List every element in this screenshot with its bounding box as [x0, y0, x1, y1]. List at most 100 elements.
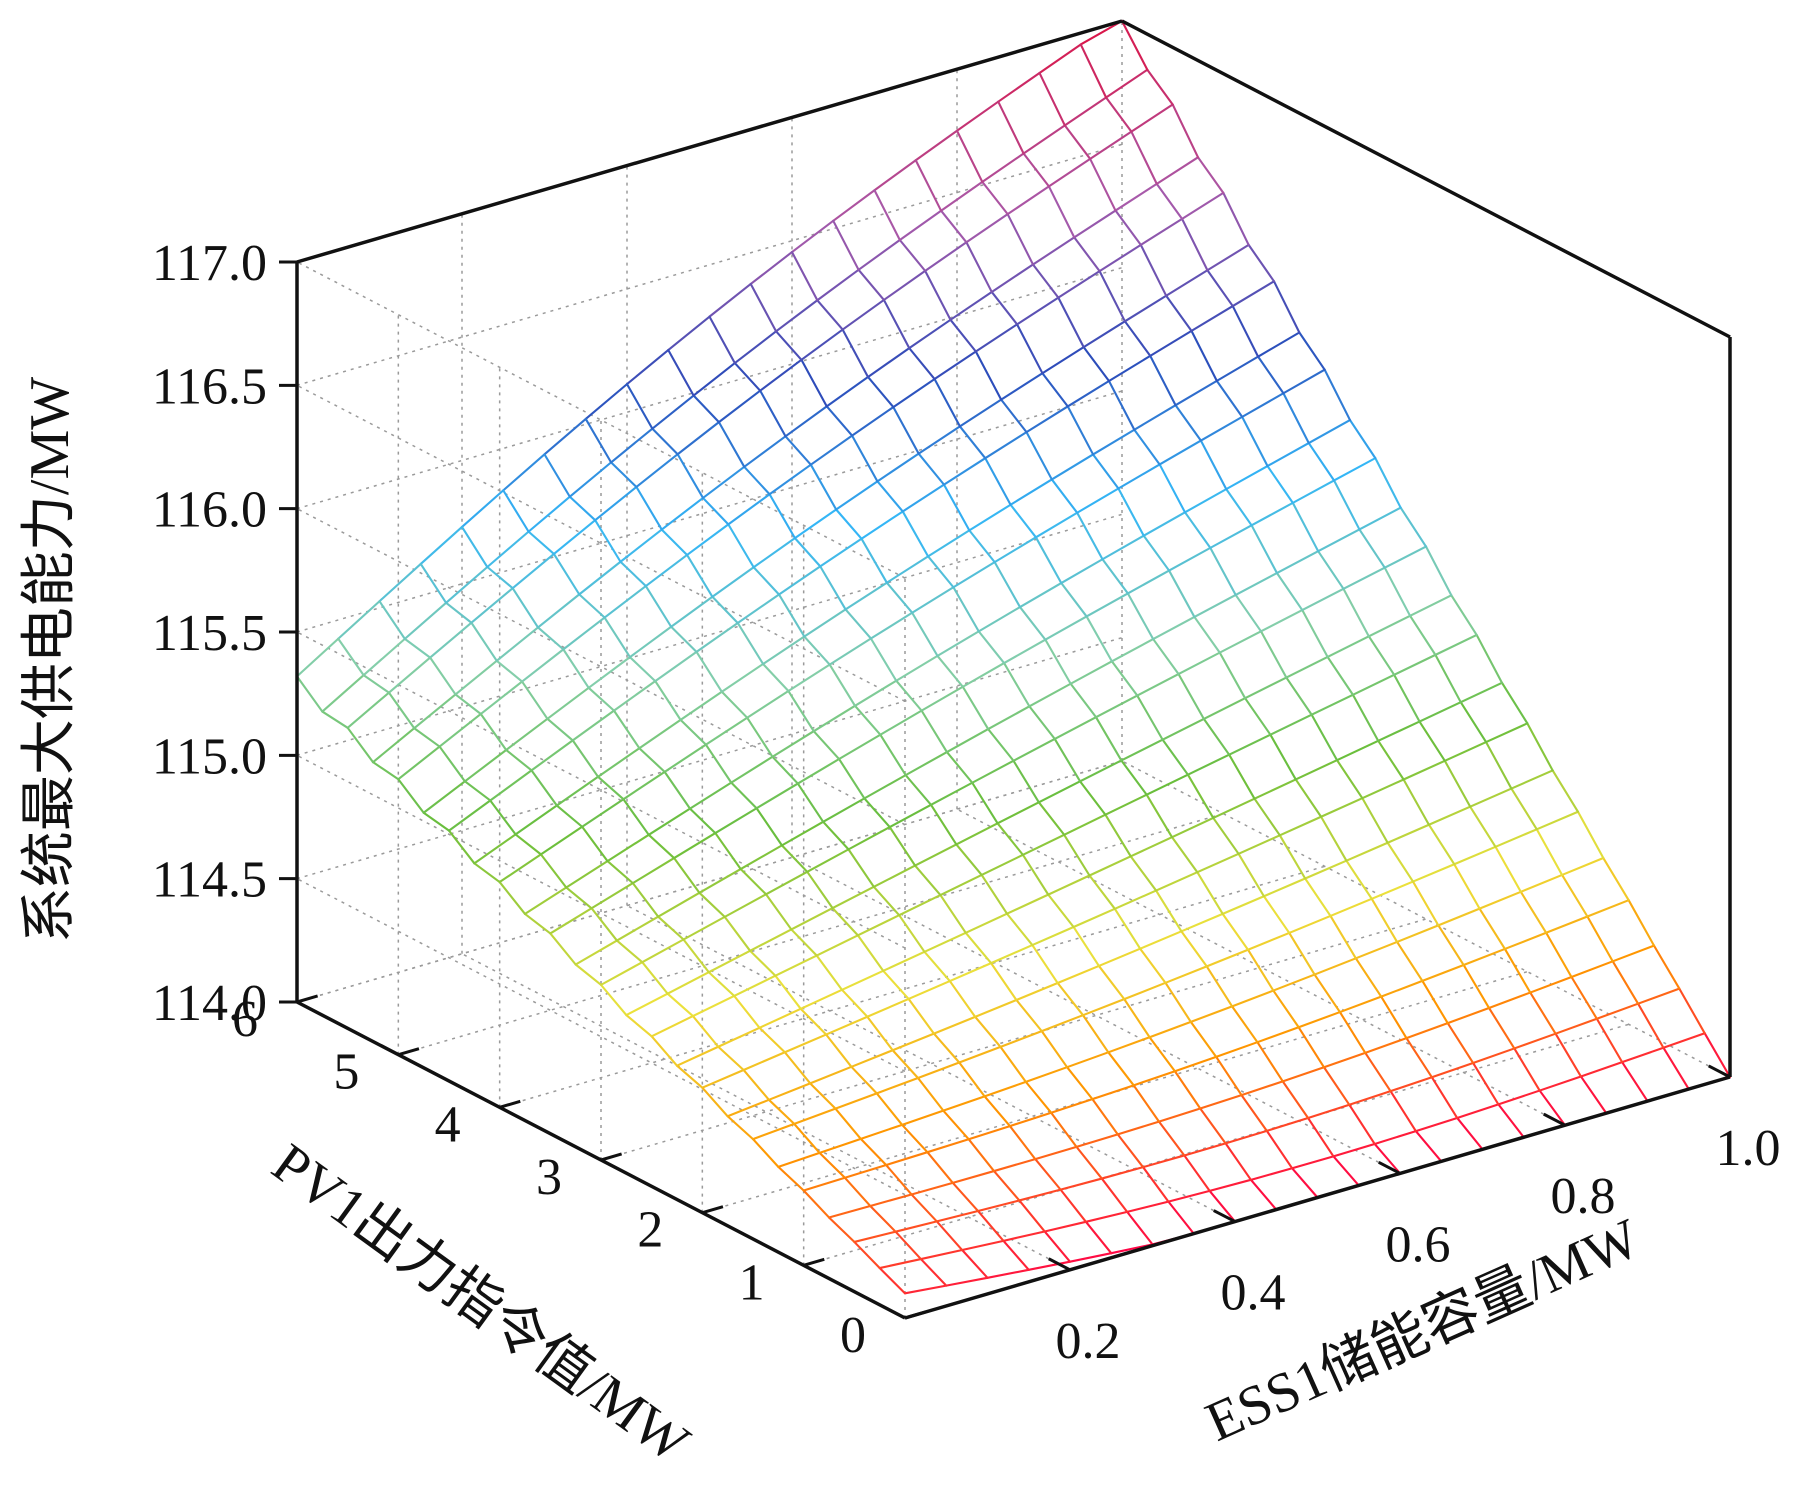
surface-mesh-segment: [1165, 294, 1193, 332]
surface-mesh-segment: [552, 519, 597, 556]
surface-mesh-segment: [1291, 1155, 1335, 1170]
surface-mesh-segment: [916, 1076, 945, 1112]
surface-mesh-segment: [875, 1076, 920, 1095]
surface-mesh-segment: [536, 626, 565, 651]
surface-mesh-segment: [1171, 103, 1200, 159]
surface-mesh-segment: [907, 979, 951, 1000]
surface-mesh-segment: [590, 907, 618, 942]
surface-mesh-segment: [924, 269, 952, 321]
surface-mesh-segment: [806, 848, 850, 873]
surface-mesh-segment: [1494, 845, 1522, 893]
surface-mesh-segment: [1301, 608, 1329, 658]
surface-mesh-segment: [708, 282, 752, 318]
surface-mesh-segment: [413, 727, 441, 748]
surface-mesh-segment: [1586, 915, 1614, 963]
surface-mesh-segment: [936, 630, 980, 657]
surface-mesh-segment: [752, 566, 781, 596]
surface-mesh-segment: [1282, 368, 1326, 395]
surface-mesh-segment: [594, 485, 638, 522]
surface-mesh-segment: [1358, 528, 1386, 569]
surface-mesh-segment: [1038, 43, 1082, 75]
surface-mesh-segment: [1469, 805, 1497, 848]
surface-mesh-segment: [1068, 1252, 1113, 1263]
surface-mesh-segment: [1047, 874, 1091, 896]
surface-mesh-segment: [1148, 1020, 1192, 1039]
surface-mesh-segment: [1262, 895, 1291, 934]
surface-mesh-segment: [955, 843, 983, 877]
surface-mesh-segment: [866, 1015, 894, 1052]
surface-mesh-segment: [1031, 263, 1060, 299]
surface-mesh-segment: [1168, 546, 1212, 572]
surface-mesh-segment: [682, 915, 726, 941]
surface-mesh-segment: [1088, 874, 1116, 910]
surface-mesh-segment: [1602, 856, 1630, 902]
surface-mesh-segment: [1094, 694, 1139, 719]
surface-mesh-segment: [1110, 638, 1155, 663]
surface-mesh-segment: [933, 378, 961, 428]
surface-mesh-segment: [1073, 209, 1117, 239]
surface-mesh-segment: [1427, 805, 1472, 826]
surface-mesh-segment: [1212, 797, 1256, 819]
surface-mesh-segment: [764, 870, 809, 896]
surface-mesh-segment: [1183, 511, 1212, 549]
surface-mesh-segment: [1266, 441, 1310, 468]
surface-mesh-segment: [295, 637, 340, 678]
surface-mesh-segment: [1380, 995, 1408, 1040]
surface-mesh-segment: [1157, 1107, 1202, 1123]
surface-mesh-segment: [1241, 415, 1269, 468]
surface-mesh-segment: [838, 757, 866, 800]
surface-mesh-segment: [514, 804, 558, 836]
surface-mesh-segment: [692, 362, 736, 397]
surface-mesh-segment: [1031, 944, 1059, 985]
surface-mesh-segment: [1485, 741, 1513, 790]
surface-mesh-segment: [1414, 1130, 1443, 1163]
surface-mesh-segment: [997, 71, 1041, 103]
surface-mesh-segment: [1272, 280, 1301, 334]
surface-mesh-segment: [1101, 558, 1129, 595]
surface-mesh-segment: [663, 770, 692, 810]
surface-mesh-segment: [675, 1064, 704, 1089]
surface-mesh-segment: [825, 405, 854, 437]
surface-mesh-segment: [733, 330, 778, 365]
surface-mesh-segment: [885, 555, 930, 584]
surface-mesh-segment: [1110, 1243, 1154, 1255]
surface-mesh-segment: [793, 537, 822, 568]
surface-mesh-segment: [818, 1137, 862, 1154]
surface-mesh-segment: [927, 555, 955, 589]
surface-mesh-segment: [1367, 635, 1396, 676]
surface-mesh-segment: [1246, 931, 1291, 951]
surface-mesh-segment: [945, 750, 974, 784]
surface-mesh-segment: [1126, 569, 1171, 595]
surface-mesh-segment: [1396, 940, 1424, 982]
z-axis-tick-label: 114.5: [152, 852, 267, 909]
surface-mesh-segment: [479, 712, 508, 752]
surface-mesh-segment: [784, 405, 828, 438]
surface-mesh-segment: [1003, 638, 1047, 665]
surface-mesh-segment: [1034, 511, 1079, 539]
surface-mesh-segment: [1157, 1120, 1186, 1157]
surface-mesh-segment: [1411, 880, 1440, 927]
surface-mesh-segment: [775, 299, 819, 333]
surface-mesh-segment: [1538, 1075, 1582, 1092]
surface-mesh-segment: [977, 630, 1006, 665]
surface-mesh-segment: [949, 290, 993, 321]
surface-mesh-segment: [337, 637, 365, 677]
surface-mesh-segment: [1006, 185, 1050, 216]
surface-mesh-segment: [1047, 157, 1092, 188]
grid-line: [1121, 760, 1731, 1078]
surface-mesh-segment: [1437, 907, 1481, 927]
surface-mesh-segment: [470, 621, 498, 662]
surface-mesh-segment: [657, 915, 685, 941]
surface-mesh-segment: [815, 954, 844, 991]
surface-mesh-segment: [660, 528, 689, 557]
surface-mesh-segment: [612, 709, 641, 750]
surface-mesh-segment: [901, 1123, 929, 1154]
surface-mesh-segment: [1107, 1036, 1151, 1054]
z-axis-tick-label: 115.5: [152, 605, 267, 662]
surface-mesh-segment: [1561, 856, 1605, 876]
y-axis-tick-label: 6: [232, 991, 258, 1048]
surface-mesh-segment: [1183, 1142, 1227, 1157]
surface-mesh-segment: [1265, 1116, 1310, 1132]
surface-mesh-segment: [1034, 1145, 1078, 1161]
surface-mesh-segment: [827, 1204, 872, 1219]
